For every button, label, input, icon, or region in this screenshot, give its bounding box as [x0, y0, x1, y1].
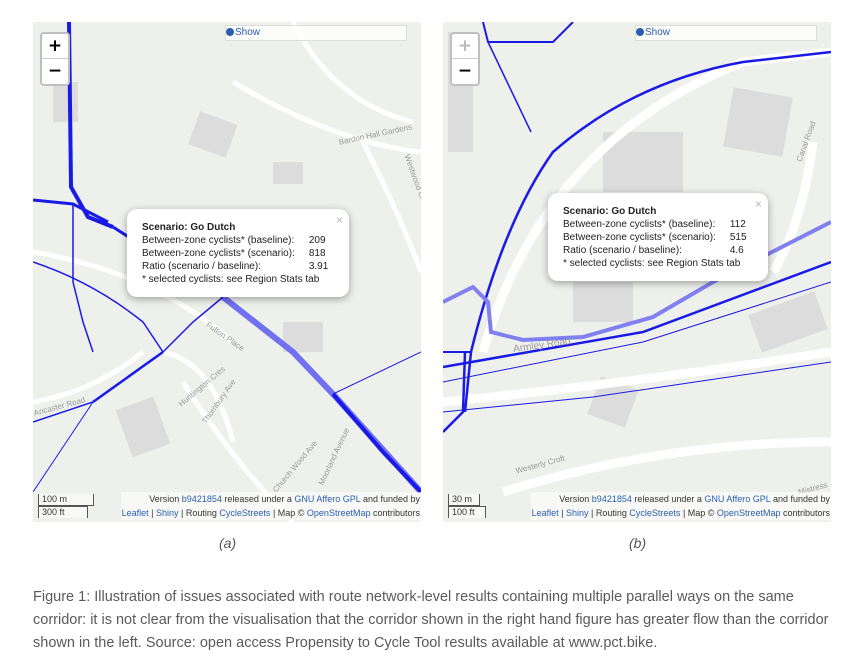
attribution-text: released under a [221, 494, 295, 504]
zoom-in[interactable]: + [457, 36, 473, 56]
buildings [53, 82, 323, 458]
subfigure-caption: (b) [629, 535, 647, 551]
attribution-link[interactable]: Leaflet [121, 508, 149, 518]
row-value: 112 [729, 219, 746, 230]
zoom-control: + − [450, 32, 480, 86]
attribution-link[interactable]: GNU Affero GPL [294, 494, 361, 504]
map-panel[interactable]: Canal Road Armley Road Westerly Croft Mi… [443, 22, 831, 522]
show-text: Show [645, 27, 671, 38]
attribution-text: contributors [780, 508, 830, 518]
attribution-link[interactable]: CycleStreets [629, 508, 681, 518]
attribution-link[interactable]: b9421854 [591, 494, 632, 504]
attribution-text: | [558, 508, 567, 518]
popup-note: * selected cyclists: see Region Stats ta… [563, 258, 741, 269]
attribution-text: released under a [631, 494, 705, 504]
row-value: 4.6 [729, 245, 744, 256]
row-value: 3.91 [308, 261, 329, 272]
attribution-text: | [148, 508, 157, 518]
attribution-text: | Routing [588, 508, 630, 518]
attribution-text: Version [149, 494, 182, 504]
streets [33, 22, 421, 522]
attribution-link[interactable]: OpenStreetMap [716, 508, 781, 518]
attribution-link[interactable]: Shiny [566, 508, 589, 518]
row-label: Between-zone cyclists* (baseline): [563, 219, 716, 230]
zoom-out[interactable]: − [452, 58, 478, 83]
streets [443, 47, 831, 497]
subfigure-caption: (a) [219, 535, 237, 551]
popup-title: Scenario: Go Dutch [563, 206, 657, 217]
attribution-text: and funded by [360, 494, 420, 504]
row-value: 818 [308, 248, 326, 259]
popup: × Scenario: Go Dutch Between-zone cyclis… [127, 209, 349, 297]
row-label: Between-zone cyclists* (scenario): [563, 232, 716, 243]
popup-close[interactable]: × [754, 197, 762, 211]
row-value: 515 [729, 232, 747, 243]
popup-note: * selected cyclists: see Region Stats ta… [142, 274, 320, 285]
row-label: Ratio (scenario / baseline): [563, 245, 682, 256]
attribution-text: Version [559, 494, 592, 504]
attribution-link[interactable]: OpenStreetMap [306, 508, 371, 518]
scale-metric: 30 m [448, 494, 480, 506]
routes [443, 22, 831, 433]
zoom-in[interactable]: + [47, 36, 63, 56]
zoom-out[interactable]: − [42, 58, 68, 83]
scale-imperial: 300 ft [38, 506, 88, 518]
popup-close[interactable]: × [335, 213, 343, 227]
scale-metric: 100 m [38, 494, 94, 506]
attribution: Version b9421854 released under a GNU Af… [120, 492, 421, 520]
attribution-text: | Map © [270, 508, 307, 518]
attribution-link[interactable]: GNU Affero GPL [704, 494, 771, 504]
scale-imperial: 100 ft [448, 506, 486, 518]
attribution-link[interactable]: CycleStreets [219, 508, 271, 518]
map-panel[interactable]: Bardon Hall Gardens Westwood Croft Fulto… [33, 22, 421, 522]
popup: × Scenario: Go Dutch Between-zone cyclis… [548, 193, 768, 281]
attribution-text: | Map © [680, 508, 717, 518]
popup-title: Scenario: Go Dutch [142, 222, 236, 233]
row-value: 209 [308, 235, 326, 246]
attribution-link[interactable]: b9421854 [181, 494, 222, 504]
attribution-text: contributors [370, 508, 420, 518]
attribution: Version b9421854 released under a GNU Af… [530, 492, 831, 520]
map [33, 22, 421, 522]
scale-bar: 30 m 100 ft [448, 494, 486, 518]
show-toggle[interactable]: Show [225, 25, 407, 41]
popup-table: Scenario: Go Dutch Between-zone cyclists… [563, 205, 747, 270]
attribution-link[interactable]: Shiny [156, 508, 179, 518]
show-text: Show [235, 27, 261, 38]
row-label: Ratio (scenario / baseline): [142, 261, 261, 272]
row-label: Between-zone cyclists* (scenario): [142, 248, 295, 259]
attribution-link[interactable]: Leaflet [531, 508, 559, 518]
figure-caption: Figure 1: Illustration of issues associa… [33, 589, 829, 651]
show-toggle[interactable]: Show [635, 25, 817, 41]
zoom-control: + − [40, 32, 70, 86]
attribution-text: and funded by [770, 494, 830, 504]
attribution-text: | Routing [178, 508, 220, 518]
scale-bar: 100 m 300 ft [38, 494, 94, 518]
row-label: Between-zone cyclists* (baseline): [142, 235, 295, 246]
popup-table: Scenario: Go Dutch Between-zone cyclists… [142, 221, 328, 286]
